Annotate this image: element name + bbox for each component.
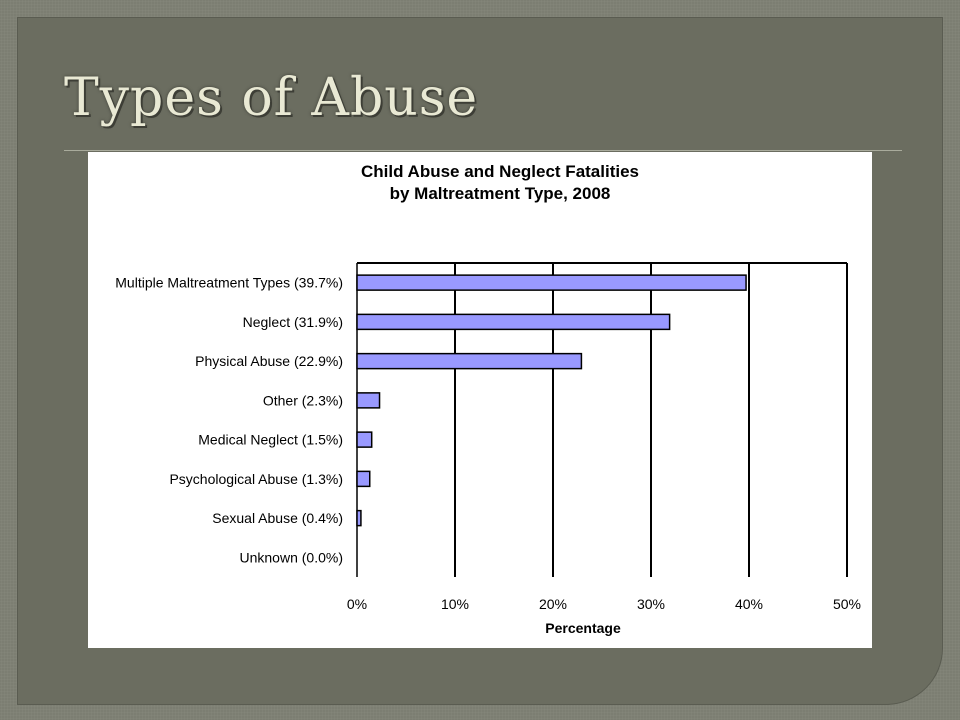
x-tick-label: 0% <box>347 596 367 612</box>
bar <box>356 313 671 331</box>
slide-title: Types of Abuse <box>64 68 479 128</box>
bar <box>356 470 371 488</box>
x-axis-ticks: 0% 10% 20% 30% 40% 50% <box>347 596 861 612</box>
x-tick-label: 10% <box>441 596 469 612</box>
bars <box>356 274 747 527</box>
bar <box>356 392 381 409</box>
category-label: Unknown (0.0%) <box>240 549 344 565</box>
category-label: Medical Neglect (1.5%) <box>198 432 343 448</box>
bar <box>356 431 373 448</box>
chart-title-line: Child Abuse and Neglect Fatalities <box>361 162 639 181</box>
category-label: Psychological Abuse (1.3%) <box>169 471 343 487</box>
chart-title: Child Abuse and Neglect Fatalities by Mal… <box>361 162 639 203</box>
x-axis-title-group: Percentage <box>545 620 621 636</box>
x-axis-title: Percentage <box>545 620 621 636</box>
x-tick-label: 20% <box>539 596 567 612</box>
title-divider <box>64 150 902 151</box>
gridlines <box>356 262 848 577</box>
x-tick-label: 30% <box>637 596 665 612</box>
x-tick-label: 40% <box>735 596 763 612</box>
x-tick-label: 50% <box>833 596 861 612</box>
bar <box>356 352 583 370</box>
category-label: Physical Abuse (22.9%) <box>195 353 343 369</box>
category-label: Sexual Abuse (0.4%) <box>212 510 343 526</box>
bar <box>356 509 362 527</box>
category-label: Neglect (31.9%) <box>243 314 343 330</box>
category-label: Other (2.3%) <box>263 392 343 408</box>
category-label: Multiple Maltreatment Types (39.7%) <box>115 275 343 291</box>
bar <box>356 274 747 291</box>
chart-panel: Child Abuse and Neglect Fatalities by Mal… <box>88 152 872 648</box>
category-labels: Multiple Maltreatment Types (39.7%) Negle… <box>115 275 343 566</box>
chart-title-line: by Maltreatment Type, 2008 <box>390 184 611 203</box>
bar-chart: Child Abuse and Neglect Fatalities by Mal… <box>115 162 861 636</box>
